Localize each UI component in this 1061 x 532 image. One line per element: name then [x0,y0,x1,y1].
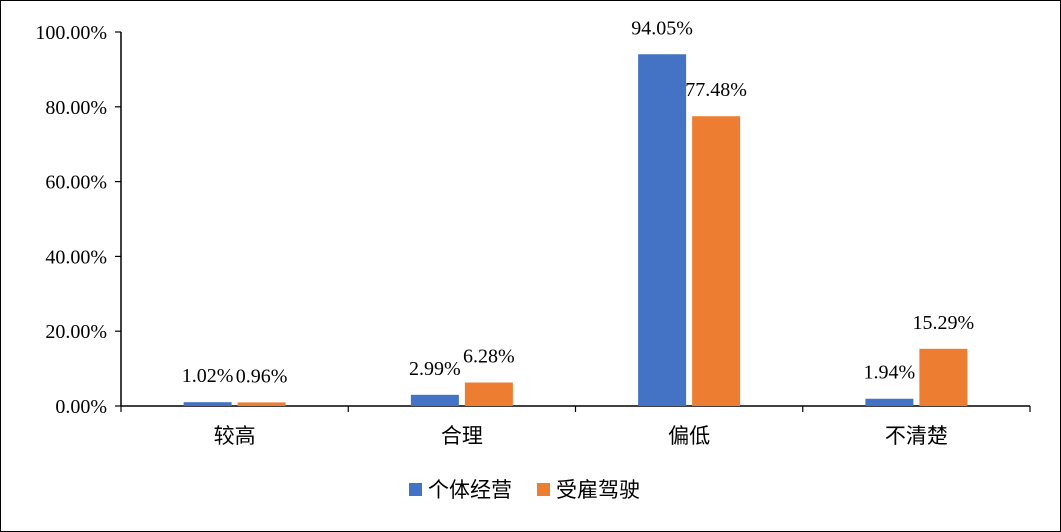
bar-series-2-1 [237,402,286,406]
bar-series-2-2 [464,382,513,406]
bar-series-1-4 [865,398,914,406]
legend: 个体经营 受雇驾驶 [409,478,640,502]
data-label: 2.99% [409,358,461,380]
y-tick-label: 20.00% [45,321,107,343]
data-label: 0.96% [236,365,288,387]
bar-series-1-2 [410,394,459,406]
x-category-label: 合理 [441,424,483,448]
chart-axes [120,32,1030,407]
data-label: 1.02% [182,365,234,387]
y-tick-label: 40.00% [45,246,107,268]
legend-swatch-series-2 [537,483,550,496]
data-label: 15.29% [913,312,975,334]
legend-label-series-2: 受雇驾驶 [556,478,640,502]
x-category-label: 较高 [214,424,256,448]
y-tick-label: 80.00% [45,97,107,119]
y-tick-label: 60.00% [45,172,107,194]
data-label: 94.05% [631,17,693,39]
bar-series-2-4 [919,348,968,406]
bars [183,54,968,407]
legend-swatch-series-1 [409,483,422,496]
data-labels: 1.02% 0.96% 2.99%6.28% 94.05% 77.48% 1.94% 15.… [182,17,974,387]
y-tick-label: 100.00% [35,22,107,44]
data-label: 6.28% [463,346,515,368]
bar-series-1-3 [638,54,687,407]
bar-series-2-3 [692,116,741,407]
x-category-label: 偏低 [668,424,710,448]
legend-label-series-1: 个体经营 [428,478,512,502]
y-tick-label: 0.00% [55,396,107,418]
bar-series-1-1 [183,402,232,406]
data-label: 77.48% [685,79,747,101]
y-axis-ticks: 0.00% 20.00% 40.00% 60.00% 80.00% 100.00% [35,22,121,418]
x-axis-labels: 较高 合理 偏低 不清楚 [214,424,948,448]
data-label: 1.94% [864,362,916,384]
x-axis-ticks [120,406,1031,412]
x-category-label: 不清楚 [885,424,948,448]
